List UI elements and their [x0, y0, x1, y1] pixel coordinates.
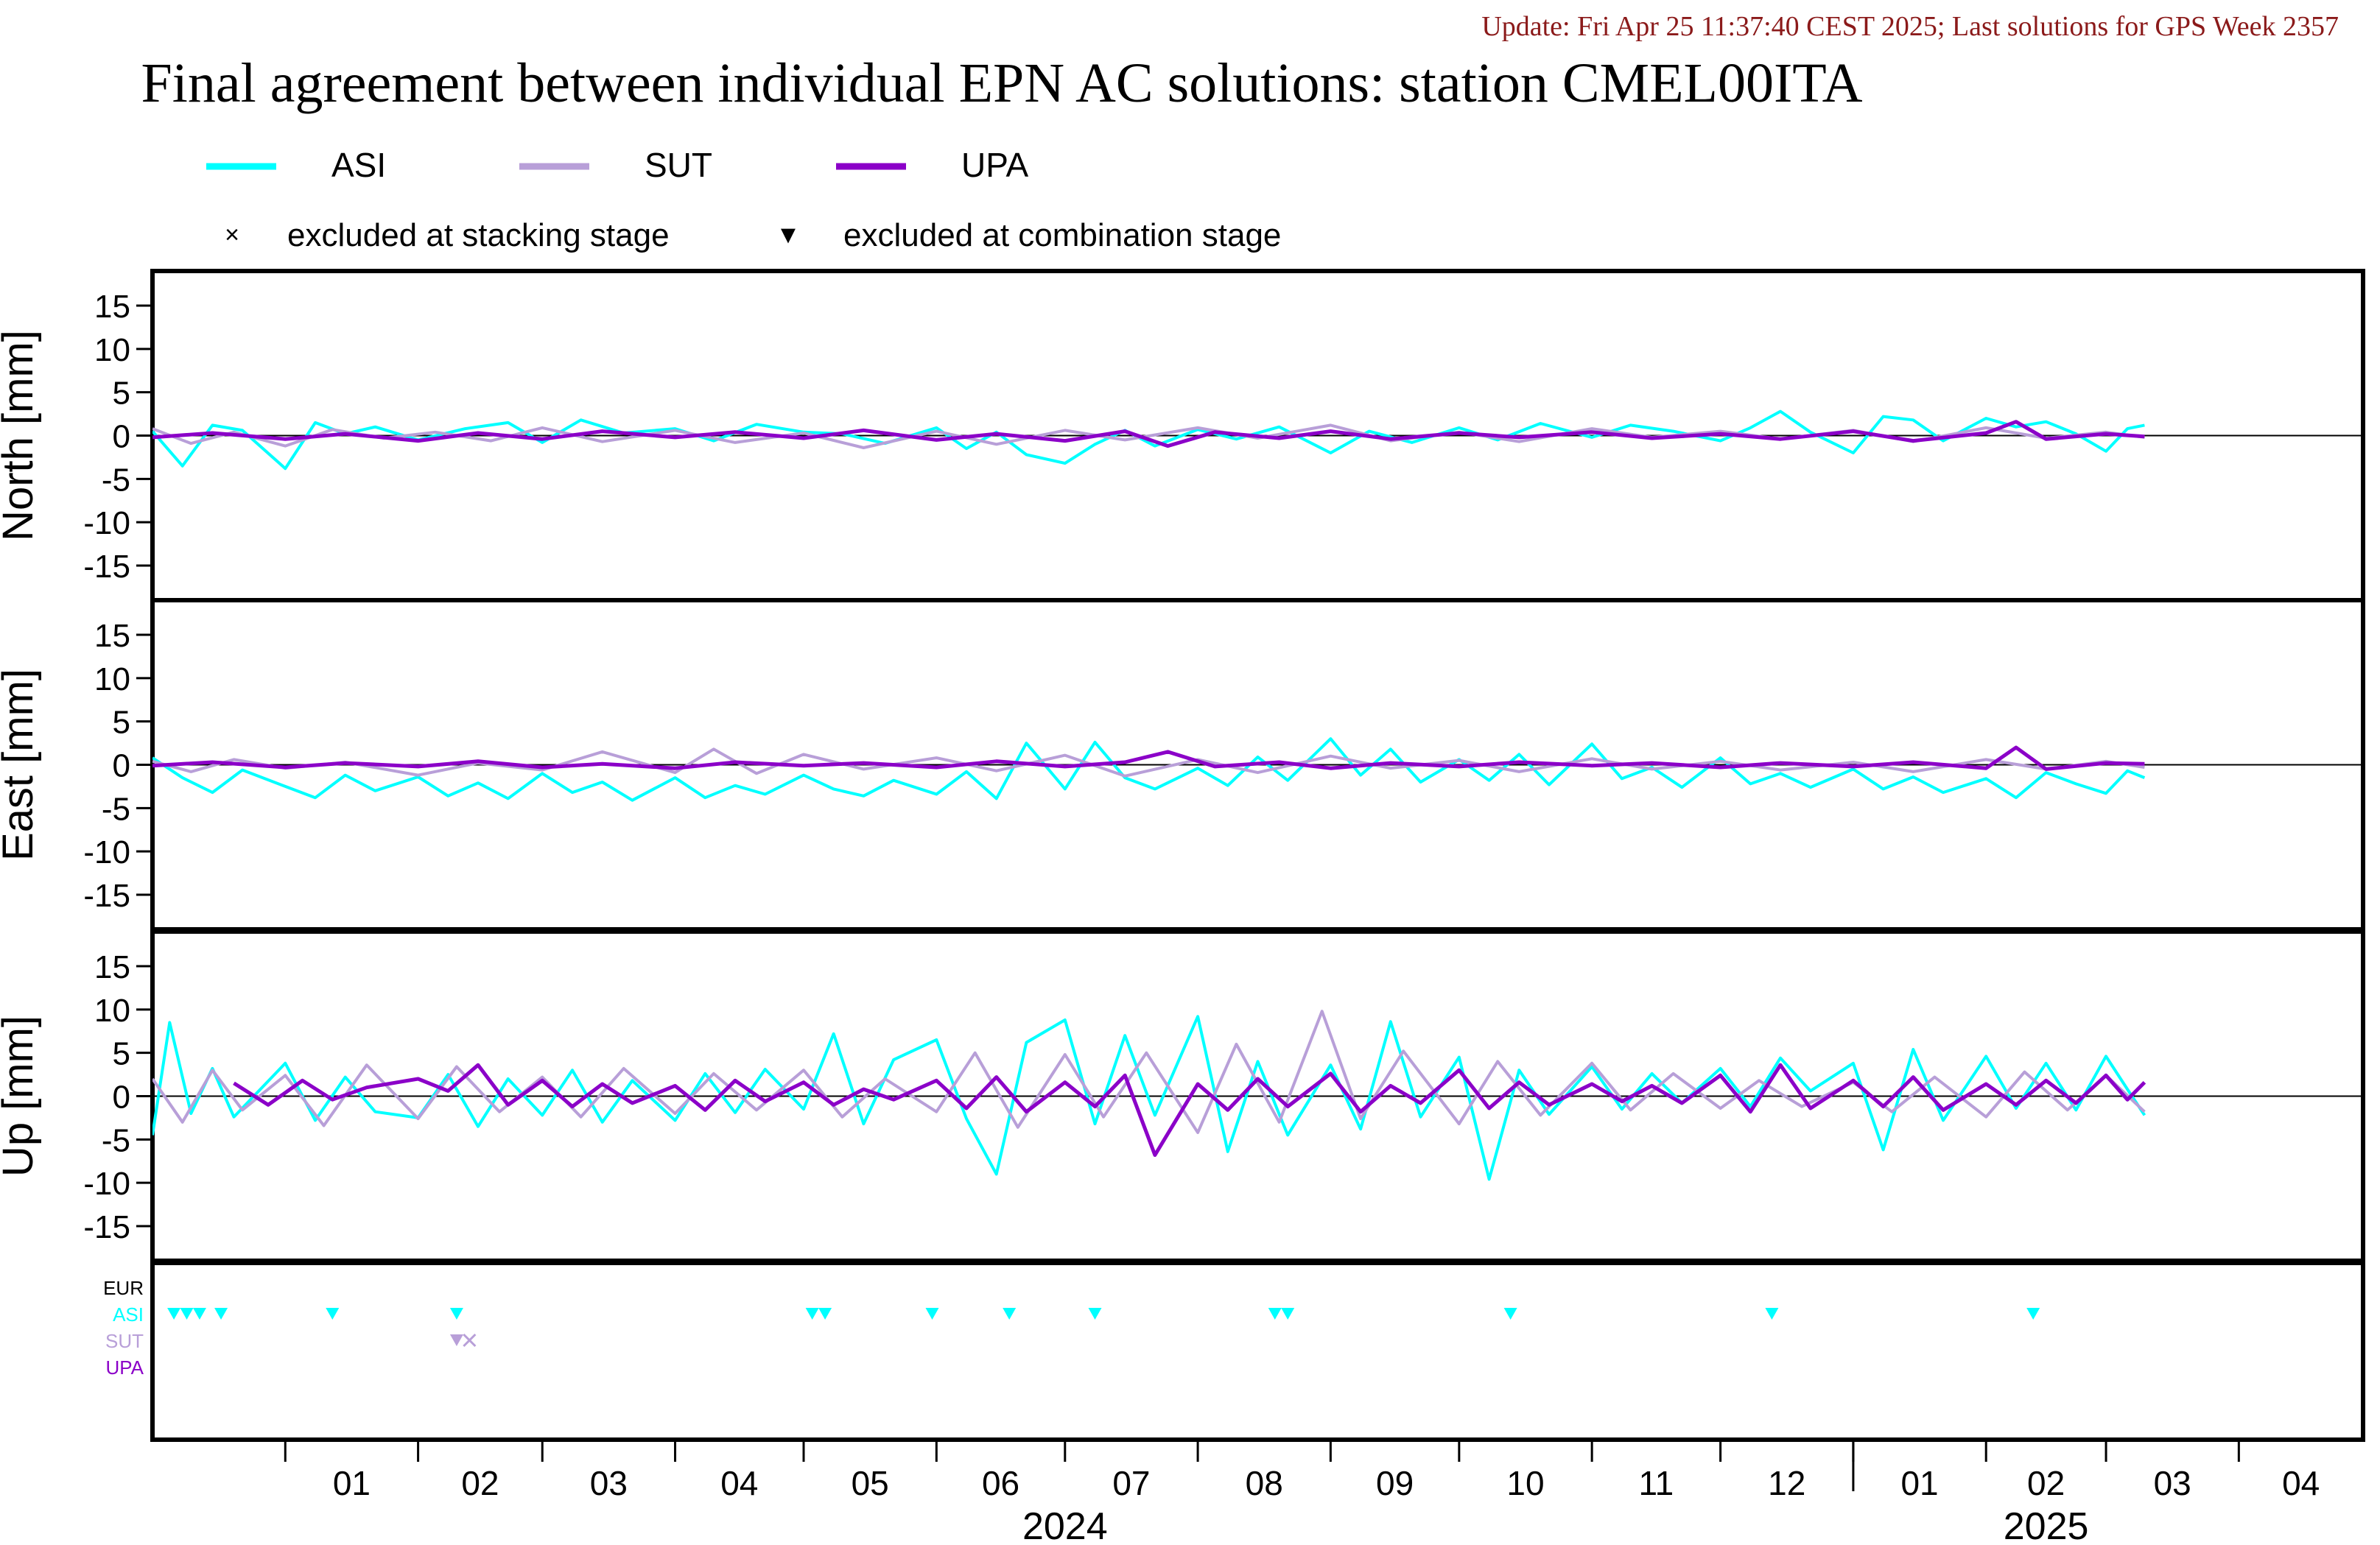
y-tick-label: 15: [94, 289, 130, 325]
y-tick-label: 15: [94, 949, 130, 985]
exclusion-frame: [150, 1261, 2365, 1442]
cross-marker-icon: ×: [225, 221, 239, 249]
legend-label: UPA: [961, 146, 1028, 184]
series-upa-line: [152, 745, 2145, 771]
legend-item-asi: ASI: [206, 146, 386, 184]
x-month-label: 04: [2282, 1464, 2320, 1502]
exclusion-triangle-marker: [2026, 1308, 2040, 1320]
legend-marker-combination: ▼ excluded at combination stage: [776, 217, 1281, 253]
exclusion-cross-marker: [463, 1333, 477, 1348]
exclusion-triangle-marker: [1088, 1308, 1102, 1320]
exclusion-row-label: SUT: [105, 1330, 144, 1352]
x-month-label: 04: [720, 1464, 758, 1502]
y-tick-label: -15: [83, 1209, 130, 1245]
y-tick-label: 10: [94, 993, 130, 1029]
legend-label: SUT: [645, 146, 712, 184]
series-sut-line: [152, 1010, 2146, 1134]
exclusion-triangle-marker: [818, 1308, 832, 1320]
y-tick-label: 5: [113, 1036, 130, 1072]
y-tick-label: 0: [113, 1080, 130, 1116]
y-tick-label: 15: [94, 618, 130, 654]
legend-label: ASI: [331, 146, 386, 184]
x-month-label: 07: [1112, 1464, 1150, 1502]
legend-item-upa: UPA: [836, 146, 1028, 184]
exclusion-triangle-marker: [192, 1308, 206, 1320]
x-axis: 01 02 03 04 05 06 07 08 09 10 11 12 01 02 03 04 2024 2025: [284, 1440, 2320, 1545]
update-text: Update: Fri Apr 25 11:37:40 CEST 2025; L…: [1481, 11, 2339, 42]
y-tick-label: -5: [102, 791, 130, 827]
y-tick-label: 10: [94, 661, 130, 697]
y-tick-label: 5: [113, 705, 130, 741]
panel-up: 15 10 5 0 -5 -10 -15 Up [mm]: [0, 929, 2365, 1263]
exclusion-triangle-marker: [1281, 1308, 1295, 1320]
y-axis-label: Up [mm]: [0, 1016, 42, 1177]
series-asi-line: [152, 1015, 2146, 1181]
x-month-label: 01: [1900, 1464, 1938, 1502]
exclusion-row-label: ASI: [113, 1303, 144, 1326]
exclusion-triangle-marker: [1268, 1308, 1282, 1320]
x-year-label: 2024: [1022, 1505, 1108, 1545]
y-tick-label: 5: [113, 376, 130, 412]
x-month-label: 01: [333, 1464, 371, 1502]
exclusion-triangle-marker: [167, 1308, 181, 1320]
x-month-label: 08: [1246, 1464, 1283, 1502]
y-tick-label: -5: [102, 462, 130, 498]
x-month-label: 05: [852, 1464, 889, 1502]
x-month-label: 09: [1376, 1464, 1414, 1502]
series-asi-line: [152, 737, 2146, 802]
series-upa-line: [233, 1063, 2146, 1157]
exclusion-triangle-marker: [805, 1308, 819, 1320]
series-upa-line: [152, 420, 2145, 448]
chart-title: Final agreement between individual EPN A…: [141, 52, 1863, 114]
x-month-label: 06: [982, 1464, 1019, 1502]
y-tick-label: -15: [83, 549, 130, 585]
x-month-label: 11: [1638, 1464, 1674, 1502]
exclusion-triangle-marker: [1503, 1308, 1517, 1320]
panel-east: 15 10 5 0 -5 -10 -15 East [mm]: [0, 598, 2365, 932]
x-month-label: 03: [590, 1464, 628, 1502]
series-asi-line: [152, 409, 2145, 471]
exclusion-triangle-marker: [449, 1334, 463, 1346]
y-tick-label: -5: [102, 1122, 130, 1158]
y-axis-label: North [mm]: [0, 330, 42, 541]
exclusion-panel: EUR ASI SUT UPA: [103, 1261, 2365, 1442]
legend-marker-stacking: × excluded at stacking stage: [225, 217, 669, 253]
legend-marker-label: excluded at stacking stage: [287, 217, 670, 253]
legend: ASI SUT UPA × excluded at stacking stage ▼ exc…: [206, 146, 1281, 253]
exclusion-triangle-marker: [1765, 1308, 1779, 1320]
y-tick-label: 0: [113, 748, 130, 784]
exclusion-triangle-marker: [449, 1308, 463, 1320]
triangle-marker-icon: ▼: [776, 221, 801, 249]
x-month-label: 02: [2027, 1464, 2065, 1502]
x-year-label: 2025: [2004, 1505, 2089, 1545]
y-tick-label: -10: [83, 834, 130, 870]
panels: 15 10 5 0 -5 -10 -15 North [mm] 15 10 5 0 -5 -10 -15 Ea…: [0, 269, 2365, 1263]
y-tick-label: 0: [113, 419, 130, 455]
y-tick-label: -10: [83, 505, 130, 541]
exclusion-triangle-marker: [925, 1308, 939, 1320]
exclusion-row-label: EUR: [103, 1277, 144, 1299]
legend-item-sut: SUT: [519, 146, 712, 184]
x-month-label: 12: [1768, 1464, 1805, 1502]
legend-marker-label: excluded at combination stage: [843, 217, 1281, 253]
panel-north: 15 10 5 0 -5 -10 -15 North [mm]: [0, 269, 2365, 602]
x-month-label: 02: [461, 1464, 499, 1502]
y-axis-label: East [mm]: [0, 669, 42, 861]
exclusion-triangle-marker: [326, 1308, 340, 1320]
x-month-label: 10: [1506, 1464, 1544, 1502]
y-tick-label: -15: [83, 878, 130, 914]
y-tick-label: 10: [94, 332, 130, 368]
exclusion-triangle-marker: [214, 1308, 228, 1320]
exclusion-triangle-marker: [180, 1308, 194, 1320]
exclusion-row-label: UPA: [105, 1356, 144, 1379]
y-tick-label: -10: [83, 1166, 130, 1202]
exclusion-triangle-marker: [1003, 1308, 1017, 1320]
x-month-label: 03: [2154, 1464, 2191, 1502]
